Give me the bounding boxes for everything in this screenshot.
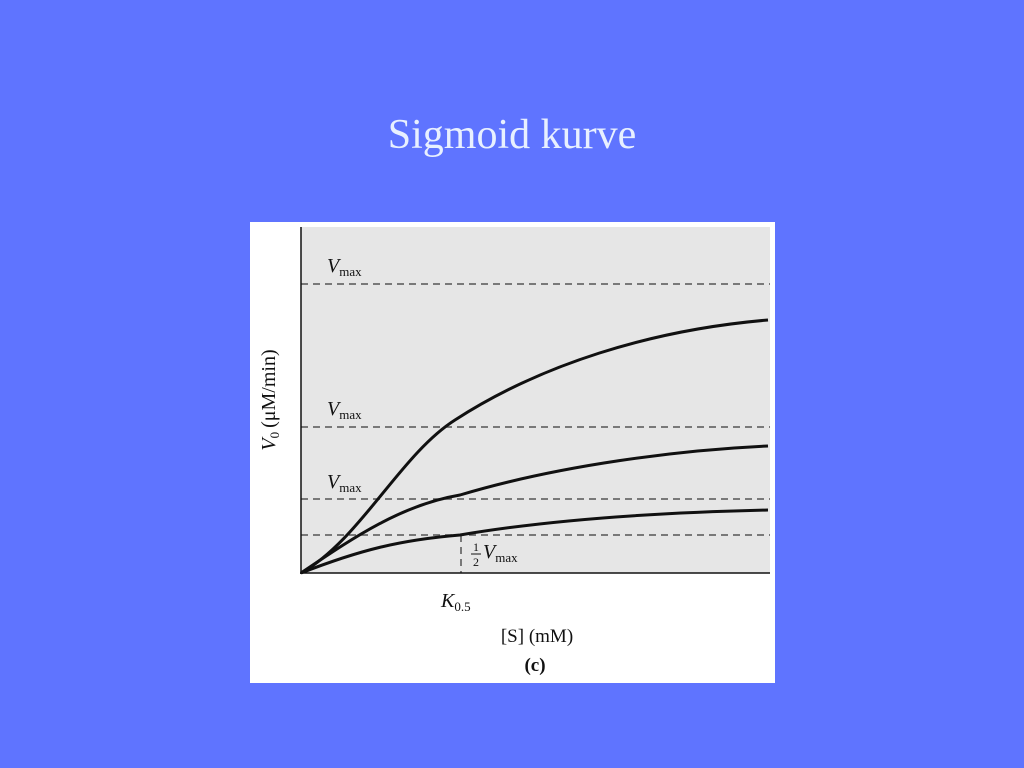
subscript: max xyxy=(339,407,362,422)
subscript: max xyxy=(495,550,518,565)
half-vmax-label: 1 2 Vmax xyxy=(471,540,518,569)
unit: (μM/min) xyxy=(258,349,280,428)
curves xyxy=(300,318,769,575)
symbol: V xyxy=(327,471,342,493)
k-label: K0.5 xyxy=(440,590,471,614)
x-axis-label: [S] (mM) xyxy=(501,626,573,647)
symbol: V xyxy=(327,255,342,277)
subscript: max xyxy=(339,264,362,279)
subscript: 0.5 xyxy=(454,599,470,614)
symbol: V xyxy=(327,398,342,420)
vmax-label: Vmax xyxy=(327,471,362,495)
subscript: 0 xyxy=(267,432,282,439)
plot-area xyxy=(301,227,770,573)
numerator: 1 xyxy=(473,540,479,554)
curve xyxy=(300,508,769,575)
symbol: V xyxy=(483,541,498,563)
symbol: K xyxy=(440,590,456,612)
subscript: max xyxy=(339,480,362,495)
symbol: V xyxy=(258,436,280,451)
denominator: 2 xyxy=(473,555,479,569)
vmax-label: Vmax xyxy=(327,255,362,279)
slide-title: Sigmoid kurve xyxy=(388,112,637,158)
axes xyxy=(300,227,770,574)
half-vmax-text: Vmax xyxy=(483,541,518,565)
panel-label: (c) xyxy=(524,655,545,676)
curve xyxy=(300,318,769,575)
y-axis-label: V0 (μM/min) xyxy=(258,349,282,450)
curve xyxy=(300,444,769,575)
vmax-label: Vmax xyxy=(327,398,362,422)
